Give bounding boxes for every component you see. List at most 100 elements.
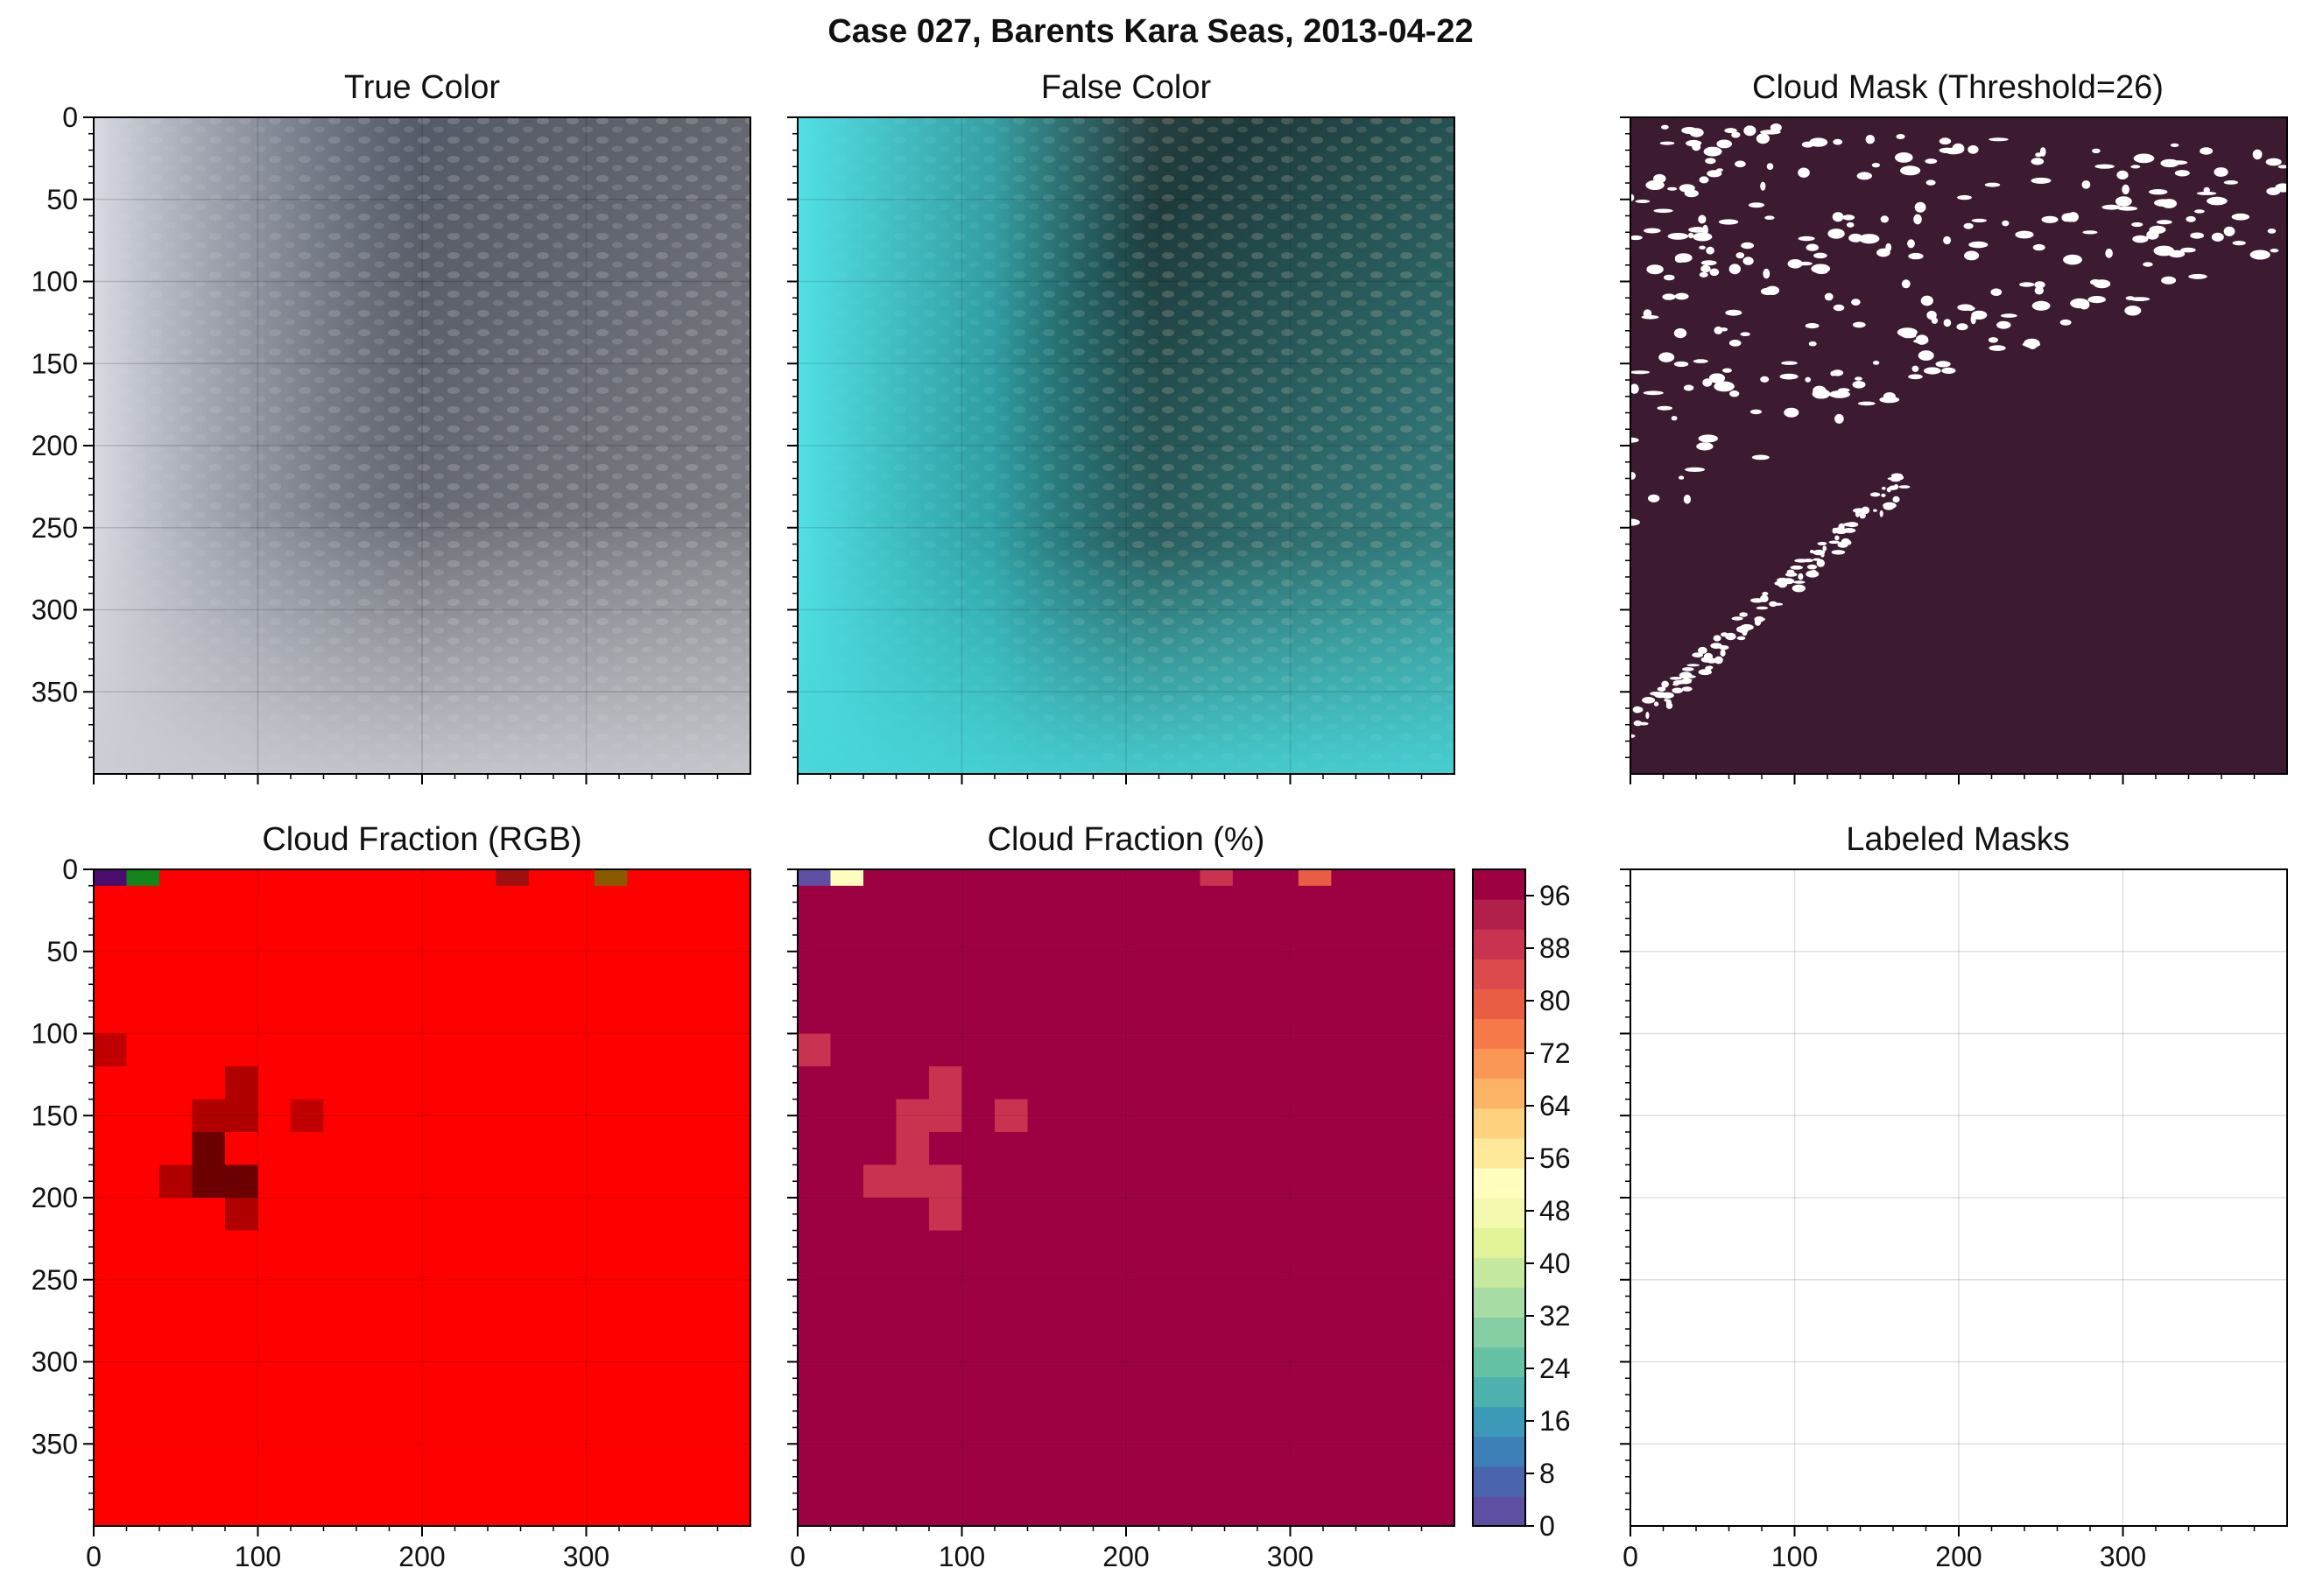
colorbar: 0 8 16 24 32 40 48 56 64 72 80 88 96	[1472, 868, 1571, 1542]
colorbar-segment	[1473, 1287, 1525, 1318]
colorbar-segment	[1473, 1317, 1525, 1348]
heatmap-cell	[594, 869, 628, 886]
x-tick-label: 100	[939, 1541, 985, 1572]
heatmap-cell	[159, 1164, 193, 1198]
x-tick-label: 100	[235, 1541, 281, 1572]
y-tick-label: 0	[62, 854, 78, 885]
heatmap-cell	[929, 1066, 962, 1100]
y-tick-label: 150	[32, 1100, 78, 1131]
colorbar-segment	[1473, 1406, 1525, 1438]
colorbar-segment	[1473, 1227, 1525, 1258]
axis-ticks: 0 50 100 150 200 250 300 350 0 50 100 150 200 250 300 3…	[32, 102, 2256, 1572]
colorbar-segment	[1473, 869, 1525, 900]
heatmap-cell	[225, 1198, 258, 1231]
heatmap-cell	[995, 1099, 1028, 1132]
heatmap-cell	[896, 1099, 962, 1132]
cloud-fraction-pct-heatmap	[798, 869, 1454, 1526]
heatmap-cell	[192, 1132, 225, 1165]
y-tick-label: 0	[62, 102, 78, 133]
heatmap-cell	[126, 869, 159, 886]
panel-true-color: True Color	[93, 69, 751, 775]
panel-labeled-masks: Labeled Masks	[1630, 821, 2288, 1527]
colorbar-segment	[1473, 1137, 1525, 1169]
y-tick-label: 350	[32, 676, 78, 707]
panel-cloud-fraction-pct: Cloud Fraction (%) 0 8 16 24 32 40 48 56 64 72 80 8…	[797, 821, 1571, 1542]
y-tick-label: 200	[32, 430, 78, 461]
colorbar-segment	[1473, 1048, 1525, 1079]
colorbar-segment	[1473, 1198, 1525, 1228]
colorbar-tick-label: 24	[1539, 1353, 1571, 1384]
colorbar-tick-label: 80	[1539, 985, 1571, 1016]
colorbar-tick-label: 96	[1539, 880, 1571, 911]
figure-title: Case 027, Barents Kara Seas, 2013-04-22	[827, 13, 1473, 50]
heatmap-cell	[225, 1066, 258, 1100]
colorbar-segment	[1473, 1078, 1525, 1109]
colorbar-segment	[1473, 988, 1525, 1020]
y-tick-label: 50	[46, 184, 78, 215]
colorbar-tick-label: 72	[1539, 1037, 1571, 1069]
panel-cloud-mask: Cloud Mask (Threshold=26)	[1622, 69, 2291, 775]
x-tick-label: 300	[563, 1541, 609, 1572]
heatmap-cell	[798, 1033, 831, 1066]
x-tick-label: 0	[86, 1541, 102, 1572]
heatmap-cell	[830, 869, 863, 886]
heatmap-cell	[798, 869, 831, 886]
y-tick-label: 50	[46, 936, 78, 967]
colorbar-tick-label: 40	[1539, 1248, 1571, 1279]
y-tick-label: 100	[32, 1018, 78, 1050]
heatmap-cell	[291, 1099, 324, 1132]
panel-title: Labeled Masks	[1846, 821, 2070, 858]
colorbar-tick-label: 8	[1539, 1458, 1555, 1489]
colorbar-segment	[1473, 1436, 1525, 1467]
heatmap-cell	[496, 869, 529, 886]
x-tick-label: 200	[1935, 1541, 1982, 1572]
y-tick-label: 100	[32, 266, 78, 298]
y-tick-label: 350	[32, 1428, 78, 1459]
x-tick-label: 200	[398, 1541, 445, 1572]
y-tick-label: 250	[32, 1264, 78, 1296]
colorbar-tick-label: 48	[1539, 1195, 1571, 1227]
panel-title: True Color	[344, 69, 500, 106]
x-tick-label: 100	[1771, 1541, 1818, 1572]
colorbar-tick-label: 56	[1539, 1143, 1571, 1174]
panel-title: Cloud Mask (Threshold=26)	[1752, 69, 2164, 106]
x-tick-label: 0	[790, 1541, 806, 1572]
heatmap-cell	[863, 1164, 897, 1198]
colorbar-segment	[1473, 1495, 1525, 1527]
panel-title: Cloud Fraction (RGB)	[262, 821, 581, 858]
y-tick-label: 300	[32, 1346, 78, 1378]
y-tick-label: 200	[32, 1182, 78, 1213]
colorbar-tick-label: 32	[1539, 1300, 1571, 1332]
y-tick-label: 300	[32, 594, 78, 626]
cloud-fraction-rgb-heatmap	[94, 869, 750, 1526]
colorbar-segment	[1473, 1466, 1525, 1497]
heatmap-cell	[1200, 869, 1233, 886]
heatmap-cell	[94, 869, 127, 886]
heatmap-cell	[929, 1198, 962, 1231]
gridlines	[1630, 869, 2287, 1526]
heatmap-cell	[1298, 869, 1332, 886]
heatmap-cell	[192, 1164, 258, 1198]
colorbar-segment	[1473, 959, 1525, 989]
panel-title: Cloud Fraction (%)	[988, 821, 1265, 858]
y-tick-label: 150	[32, 348, 78, 379]
x-tick-label: 0	[1623, 1541, 1638, 1572]
false-color-image	[798, 117, 1454, 774]
heatmap-cell	[896, 1164, 962, 1198]
x-tick-label: 300	[1267, 1541, 1313, 1572]
colorbar-segment	[1473, 1346, 1525, 1378]
colorbar-segment	[1473, 1167, 1525, 1199]
colorbar-segment	[1473, 1107, 1525, 1139]
panel-false-color: False Color	[797, 69, 1455, 775]
colorbar-tick-label: 88	[1539, 932, 1571, 964]
colorbar-tick-label: 64	[1539, 1090, 1571, 1121]
y-tick-label: 250	[32, 512, 78, 544]
colorbar-tick-label: 16	[1539, 1405, 1571, 1437]
cloud-mask-image	[1622, 117, 2291, 774]
heatmap-cell	[192, 1099, 258, 1132]
colorbar-segment	[1473, 1018, 1525, 1050]
colorbar-segment	[1473, 899, 1525, 930]
colorbar-segment	[1473, 1257, 1525, 1288]
gridlines	[94, 117, 1454, 1526]
